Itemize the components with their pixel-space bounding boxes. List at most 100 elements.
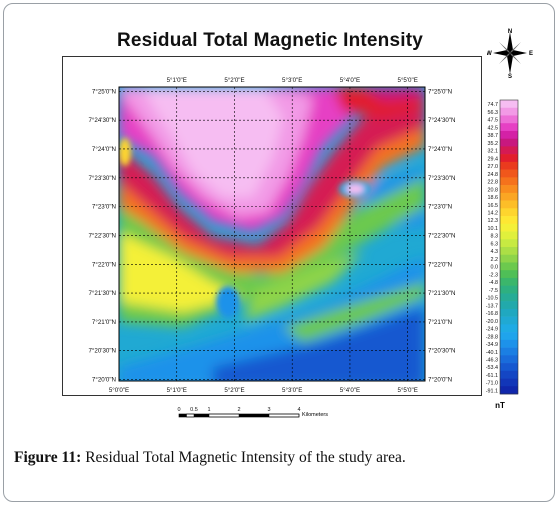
legend-value: -53.4 [486, 365, 498, 371]
y-tick-label-left: 7°24'0"N [92, 146, 116, 153]
scale-tick-label: 1 [207, 407, 210, 413]
legend-swatch [500, 208, 518, 217]
legend-swatch [500, 169, 518, 178]
scale-tick-label: 3 [267, 407, 270, 413]
legend-value: 12.3 [488, 218, 499, 224]
legend-value: 18.6 [488, 195, 499, 201]
scale-unit: Kilometers [302, 412, 328, 418]
legend-value: 24.8 [488, 172, 499, 178]
legend-swatch [500, 285, 518, 294]
x-tick-label-bottom: 5°1'0"E [167, 387, 187, 394]
legend-swatch [500, 177, 518, 186]
y-tick-label-left: 7°20'0"N [92, 377, 116, 384]
legend-swatch [500, 107, 518, 116]
legend-swatch [500, 293, 518, 302]
legend-swatch [500, 316, 518, 325]
legend-swatch [500, 339, 518, 348]
y-tick-label-left: 7°21'30"N [88, 290, 116, 297]
legend-swatch [500, 185, 518, 194]
legend-value: -61.1 [486, 373, 498, 379]
legend-value: -34.9 [486, 342, 498, 348]
y-tick-label-right: 7°24'0"N [428, 146, 452, 153]
legend-value: 14.2 [488, 211, 499, 217]
legend-value: -13.7 [486, 303, 498, 309]
y-tick-label-left: 7°21'0"N [92, 319, 116, 326]
x-tick-label-top: 5°3'0"E [282, 77, 302, 84]
legend-value: -46.3 [486, 358, 498, 364]
legend-value: 42.5 [488, 125, 499, 131]
legend-swatch [500, 115, 518, 124]
legend-swatch [500, 301, 518, 310]
legend-swatch [500, 216, 518, 225]
legend-value: 47.5 [488, 118, 499, 124]
y-tick-label-right: 7°22'30"N [428, 232, 456, 239]
legend-value: 4.3 [491, 249, 499, 255]
legend-value: 20.8 [488, 187, 499, 193]
legend-swatch [500, 154, 518, 163]
scale-bar: 0 0.5 1 2 3 4 Kilometers [177, 407, 328, 418]
legend-value: -4.8 [489, 280, 498, 286]
y-ticks-left: 7°25'0"N 7°24'30"N 7°24'0"N 7°23'30"N 7°23'0… [88, 88, 116, 383]
y-tick-label-right: 7°21'30"N [428, 290, 456, 297]
x-ticks-bottom: 5°0'0"E 5°1'0"E 5°2'0"E 5°3'0"E 5°4'0"E 5°5'0… [109, 387, 418, 394]
y-tick-label-left: 7°22'30"N [88, 232, 116, 239]
anomaly-raster [119, 87, 425, 381]
figure-frame [3, 3, 555, 502]
north-arrow-icon: N S W E [487, 29, 533, 78]
west-label: W [487, 51, 492, 57]
legend-swatch [500, 370, 518, 379]
map-svg: 5°1'0"E 5°2'0"E 5°3'0"E 5°4'0"E 5°5'0"E 5°0'… [88, 77, 456, 394]
legend-value: 22.8 [488, 180, 499, 186]
legend-value: 38.7 [488, 133, 499, 139]
caption-label: Figure 11: [14, 449, 82, 466]
y-tick-label-right: 7°22'0"N [428, 261, 452, 268]
legend-swatch [500, 270, 518, 279]
legend-value: 29.4 [488, 156, 499, 162]
legend-swatch [500, 161, 518, 170]
y-tick-label-left: 7°24'30"N [88, 117, 116, 124]
x-tick-label-bottom: 5°0'0"E [109, 387, 129, 394]
y-tick-label-left: 7°20'30"N [88, 348, 116, 355]
legend-value: 32.1 [488, 149, 499, 155]
legend-swatch [500, 146, 518, 155]
y-tick-label-right: 7°23'0"N [428, 204, 452, 211]
legend-swatch [500, 277, 518, 286]
legend-value: 10.1 [488, 226, 499, 232]
x-tick-label-bottom: 5°2'0"E [224, 387, 244, 394]
x-tick-label-bottom: 5°5'0"E [398, 387, 418, 394]
scale-tick-label: 0 [177, 407, 180, 413]
legend-swatch [500, 254, 518, 263]
legend-swatch [500, 262, 518, 271]
legend-swatch [500, 324, 518, 333]
y-tick-label-right: 7°25'0"N [428, 88, 452, 95]
y-tick-label-right: 7°23'30"N [428, 175, 456, 182]
legend-value: 6.3 [491, 241, 499, 247]
legend-swatch [500, 192, 518, 201]
legend-value: 56.3 [488, 110, 499, 116]
map-inner-border [118, 86, 426, 382]
y-tick-label-left: 7°25'0"N [92, 88, 116, 95]
legend-swatches [499, 99, 519, 395]
legend-border [499, 99, 519, 395]
x-tick-label-bottom: 5°3'0"E [282, 387, 302, 394]
north-label: N [508, 29, 512, 35]
y-tick-label-right: 7°20'30"N [428, 348, 456, 355]
y-tick-label-right: 7°24'30"N [428, 117, 456, 124]
scale-labels: 0 0.5 1 2 3 4 [177, 407, 300, 413]
y-tick-label-left: 7°23'0"N [92, 204, 116, 211]
x-tick-label-top: 5°4'0"E [340, 77, 360, 84]
y-tick-label-right: 7°20'0"N [428, 377, 452, 384]
legend-swatch [500, 347, 518, 356]
legend-value: -10.5 [486, 296, 498, 302]
legend-value: -91.1 [486, 388, 498, 394]
legend: 74.7 56.3 47.542.5 38.7 35.2 32.129.4 27.0 24.8… [486, 99, 519, 410]
legend-value: -20.0 [486, 319, 498, 325]
legend-unit: nT [495, 401, 505, 410]
x-tick-label-top: 5°2'0"E [224, 77, 244, 84]
map-frame: 5°1'0"E 5°2'0"E 5°3'0"E 5°4'0"E 5°5'0"E 5°0'… [62, 56, 482, 396]
legend-value: -71.0 [486, 381, 498, 387]
x-tick-label-bottom: 5°4'0"E [340, 387, 360, 394]
legend-swatch [500, 247, 518, 256]
legend-swatch [500, 130, 518, 139]
legend-swatch [500, 200, 518, 209]
